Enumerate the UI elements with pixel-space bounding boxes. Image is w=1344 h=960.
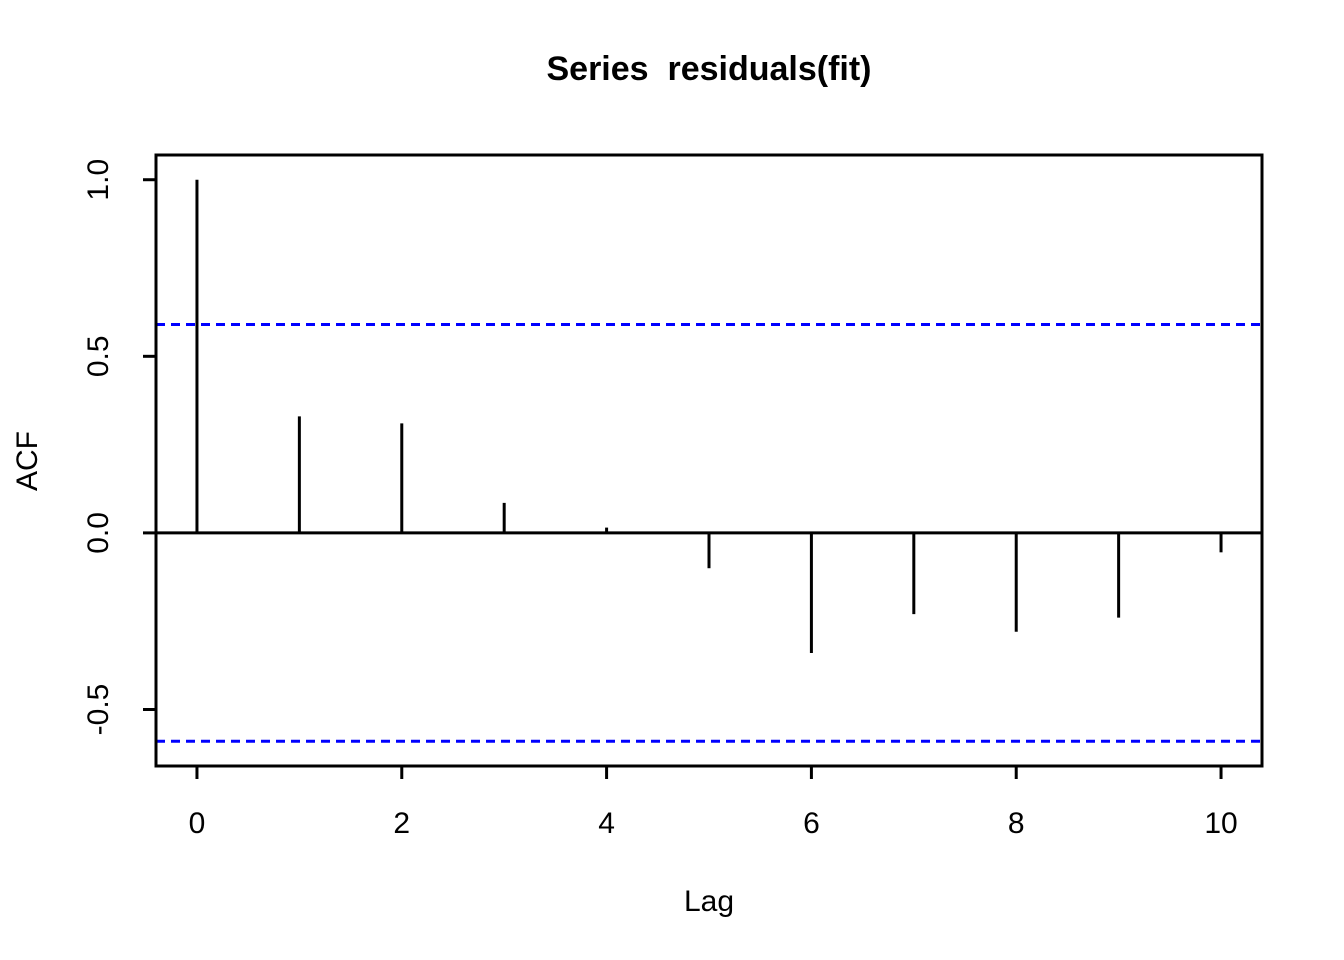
plot-box-group: [154, 153, 1264, 768]
plot-box: [154, 153, 1264, 768]
x-tick-label-4: 4: [598, 807, 615, 840]
y-tick-label-0.5: 0.5: [82, 335, 115, 377]
x-tick-label-0: 0: [189, 807, 206, 840]
y-tick-label-0.0: 0.0: [82, 512, 115, 554]
chart-title: Series residuals(fit): [546, 50, 871, 88]
confidence-bound-lines: [156, 323, 1262, 743]
x-axis-label: Lag: [684, 885, 734, 918]
x-tick-label-8: 8: [1008, 807, 1025, 840]
y-tick-label--0.5: -0.5: [82, 684, 115, 736]
x-axis-ticks: 0 2 4 6 8 10: [189, 766, 1238, 840]
acf-bars: [195, 179, 1223, 653]
y-axis-label: ACF: [11, 431, 44, 491]
x-tick-label-2: 2: [393, 807, 410, 840]
x-tick-label-10: 10: [1204, 807, 1237, 840]
y-axis-ticks: 1.0 0.5 0.0 -0.5: [82, 159, 156, 735]
y-tick-label-1.0: 1.0: [82, 159, 115, 201]
x-tick-label-6: 6: [803, 807, 820, 840]
